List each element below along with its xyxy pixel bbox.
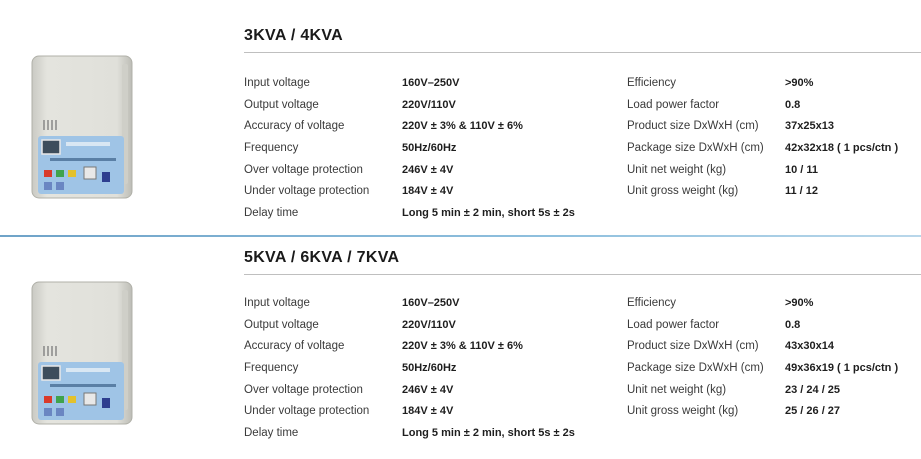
spec-row: Output voltage 220V/110V <box>244 314 624 336</box>
spec-row: Under voltage protection 184V ± 4V <box>244 180 624 202</box>
spec-label: Load power factor <box>627 318 720 331</box>
spec-value: 43x30x14 <box>785 340 834 353</box>
spec-label: Frequency <box>244 141 299 154</box>
spec-label: Unit gross weight (kg) <box>627 185 739 198</box>
spec-value: 37x25x13 <box>785 120 834 133</box>
spec-label: Efficiency <box>627 296 677 309</box>
spec-value: 0.8 <box>785 98 801 111</box>
spec-label: Unit net weight (kg) <box>627 163 727 176</box>
section-divider <box>0 235 921 237</box>
title-underline <box>244 274 921 275</box>
spec-value: 10 / 11 <box>785 163 819 176</box>
spec-row: Load power factor 0.8 <box>627 314 921 336</box>
spec-column-right: Efficiency >90% Load power factor 0.8 Prod… <box>627 292 921 422</box>
title-underline <box>244 52 921 53</box>
spec-row: Product size DxWxH (cm) 37x25x13 <box>627 115 921 137</box>
section-title: 3KVA / 4KVA <box>244 27 344 44</box>
spec-row: Efficiency >90% <box>627 72 921 94</box>
spec-label: Product size DxWxH (cm) <box>627 340 759 353</box>
spec-row: Under voltage protection 184V ± 4V <box>244 400 624 422</box>
spec-value: 50Hz/60Hz <box>402 141 457 154</box>
product-section-2: 5KVA / 6KVA / 7KVA Input voltage 160V–250… <box>0 238 921 459</box>
voltage-stabilizer-image <box>31 281 133 425</box>
spec-row: Unit gross weight (kg) 11 / 12 <box>627 180 921 202</box>
spec-label: Over voltage protection <box>244 163 363 176</box>
spec-value: 220V ± 3% & 110V ± 6% <box>402 120 523 133</box>
spec-row: Unit net weight (kg) 23 / 24 / 25 <box>627 379 921 401</box>
spec-value: 23 / 24 / 25 <box>785 383 841 396</box>
spec-label: Delay time <box>244 206 299 219</box>
spec-value: 0.8 <box>785 318 801 331</box>
spec-row: Input voltage 160V–250V <box>244 72 624 94</box>
spec-row: Package size DxWxH (cm) 42x32x18 ( 1 pcs/… <box>627 137 921 159</box>
spec-row: Delay time Long 5 min ± 2 min, short 5s ±… <box>244 422 624 444</box>
spec-value: 50Hz/60Hz <box>402 361 457 374</box>
spec-row: Package size DxWxH (cm) 49x36x19 ( 1 pcs/… <box>627 357 921 379</box>
spec-row: Unit gross weight (kg) 25 / 26 / 27 <box>627 400 921 422</box>
spec-label: Input voltage <box>244 76 310 89</box>
product-section-1: 3KVA / 4KVA Input voltage 160V–250V Outpu… <box>31 27 921 224</box>
spec-row: Product size DxWxH (cm) 43x30x14 <box>627 335 921 357</box>
spec-row: Unit net weight (kg) 10 / 11 <box>627 159 921 181</box>
spec-value: 220V/110V <box>402 318 456 331</box>
spec-row: Accuracy of voltage 220V ± 3% & 110V ± 6% <box>244 335 624 357</box>
spec-value: 246V ± 4V <box>402 163 454 176</box>
spec-label: Product size DxWxH (cm) <box>627 120 759 133</box>
spec-value: 25 / 26 / 27 <box>785 405 841 418</box>
spec-label: Output voltage <box>244 98 319 111</box>
spec-row: Load power factor 0.8 <box>627 94 921 116</box>
spec-value: 160V–250V <box>402 76 460 89</box>
spec-label: Accuracy of voltage <box>244 120 345 133</box>
spec-label: Package size DxWxH (cm) <box>627 141 764 154</box>
spec-value: >90% <box>785 296 814 309</box>
spec-row: Frequency 50Hz/60Hz <box>244 357 624 379</box>
spec-label: Output voltage <box>244 318 319 331</box>
spec-label: Delay time <box>244 426 299 439</box>
spec-value: 49x36x19 ( 1 pcs/ctn ) <box>785 361 899 374</box>
voltage-stabilizer-image <box>31 55 133 199</box>
spec-value: 160V–250V <box>402 296 460 309</box>
section-title: 5KVA / 6KVA / 7KVA <box>244 249 400 266</box>
spec-row: Input voltage 160V–250V <box>244 292 624 314</box>
spec-value: 184V ± 4V <box>402 405 454 418</box>
spec-value: 220V/110V <box>402 98 456 111</box>
spec-value: 246V ± 4V <box>402 383 454 396</box>
spec-value: Long 5 min ± 2 min, short 5s ± 2s <box>402 206 575 219</box>
spec-value: 220V ± 3% & 110V ± 6% <box>402 340 523 353</box>
spec-column-right: Efficiency >90% Load power factor 0.8 Prod… <box>627 72 921 202</box>
spec-row: Output voltage 220V/110V <box>244 94 624 116</box>
spec-label: Under voltage protection <box>244 405 370 418</box>
spec-value: 11 / 12 <box>785 185 819 198</box>
spec-label: Unit net weight (kg) <box>627 383 727 396</box>
spec-label: Frequency <box>244 361 299 374</box>
spec-row: Efficiency >90% <box>627 292 921 314</box>
spec-label: Under voltage protection <box>244 185 370 198</box>
spec-row: Over voltage protection 246V ± 4V <box>244 159 624 181</box>
spec-value: Long 5 min ± 2 min, short 5s ± 2s <box>402 426 575 439</box>
spec-row: Delay time Long 5 min ± 2 min, short 5s ±… <box>244 202 624 224</box>
spec-row: Accuracy of voltage 220V ± 3% & 110V ± 6% <box>244 115 624 137</box>
spec-label: Accuracy of voltage <box>244 340 345 353</box>
spec-row: Over voltage protection 246V ± 4V <box>244 379 624 401</box>
spec-value: >90% <box>785 76 814 89</box>
spec-row: Frequency 50Hz/60Hz <box>244 137 624 159</box>
spec-label: Unit gross weight (kg) <box>627 405 739 418</box>
spec-label: Input voltage <box>244 296 310 309</box>
spec-value: 42x32x18 ( 1 pcs/ctn ) <box>785 141 899 154</box>
spec-label: Load power factor <box>627 98 720 111</box>
spec-column-left: Input voltage 160V–250V Output voltage 220… <box>244 292 624 444</box>
spec-label: Package size DxWxH (cm) <box>627 361 764 374</box>
spec-column-left: Input voltage 160V–250V Output voltage 220… <box>244 72 624 224</box>
spec-label: Efficiency <box>627 76 677 89</box>
spec-label: Over voltage protection <box>244 383 363 396</box>
spec-value: 184V ± 4V <box>402 185 454 198</box>
